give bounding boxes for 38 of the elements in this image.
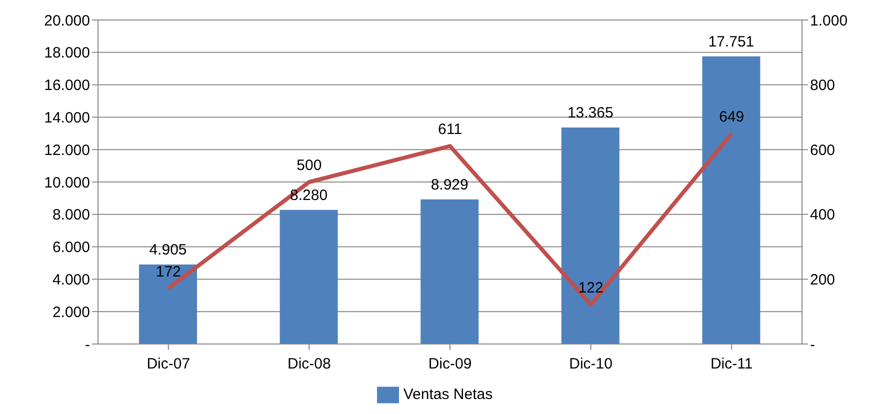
y-tick-label: 10.000	[44, 174, 90, 192]
x-tick-label: Dic-08	[288, 356, 331, 373]
y-tick-label: -	[85, 336, 90, 354]
y2-tick-label: 1.000	[810, 12, 848, 30]
y-tick-label: 20.000	[44, 12, 90, 30]
x-tick-label: Dic-09	[428, 356, 472, 373]
data-label: 13.365	[567, 104, 614, 122]
y-tick-label: 2.000	[52, 304, 90, 321]
x-tick-label: Dic-07	[146, 356, 190, 373]
bar	[420, 199, 479, 344]
data-label: 122	[578, 279, 604, 296]
y-tick-label: 18.000	[44, 44, 90, 62]
data-label: 611	[438, 121, 462, 138]
y-tick-label: 14.000	[44, 110, 90, 127]
x-tick-label: Dic-11	[710, 356, 753, 373]
y-tick-label: 16.000	[44, 77, 90, 94]
y-tick-label: 8.000	[52, 206, 90, 224]
y2-tick-label: 400	[810, 206, 836, 224]
data-label: 172	[156, 263, 181, 280]
y-tick-label: 4.000	[52, 272, 90, 289]
y2-tick-label: 600	[810, 142, 836, 159]
data-label: 8.929	[430, 176, 468, 194]
data-label: 4.905	[149, 242, 187, 259]
legend-label: Ventas Netas	[403, 386, 493, 403]
bar	[280, 210, 338, 344]
x-tick-label: Dic-10	[569, 356, 612, 373]
data-label: 8.280	[290, 186, 328, 204]
data-label: 500	[296, 157, 322, 174]
data-label: 17.751	[708, 33, 754, 50]
data-label: 649	[719, 108, 744, 126]
y-tick-label: 12.000	[44, 142, 90, 159]
bar	[139, 264, 197, 344]
y2-tick-label: 800	[810, 77, 836, 94]
bar	[702, 56, 760, 344]
y2-tick-label: 200	[810, 272, 836, 289]
y2-tick-label: -	[810, 336, 815, 354]
y-tick-label: 6.000	[52, 239, 90, 256]
bar	[561, 127, 620, 344]
